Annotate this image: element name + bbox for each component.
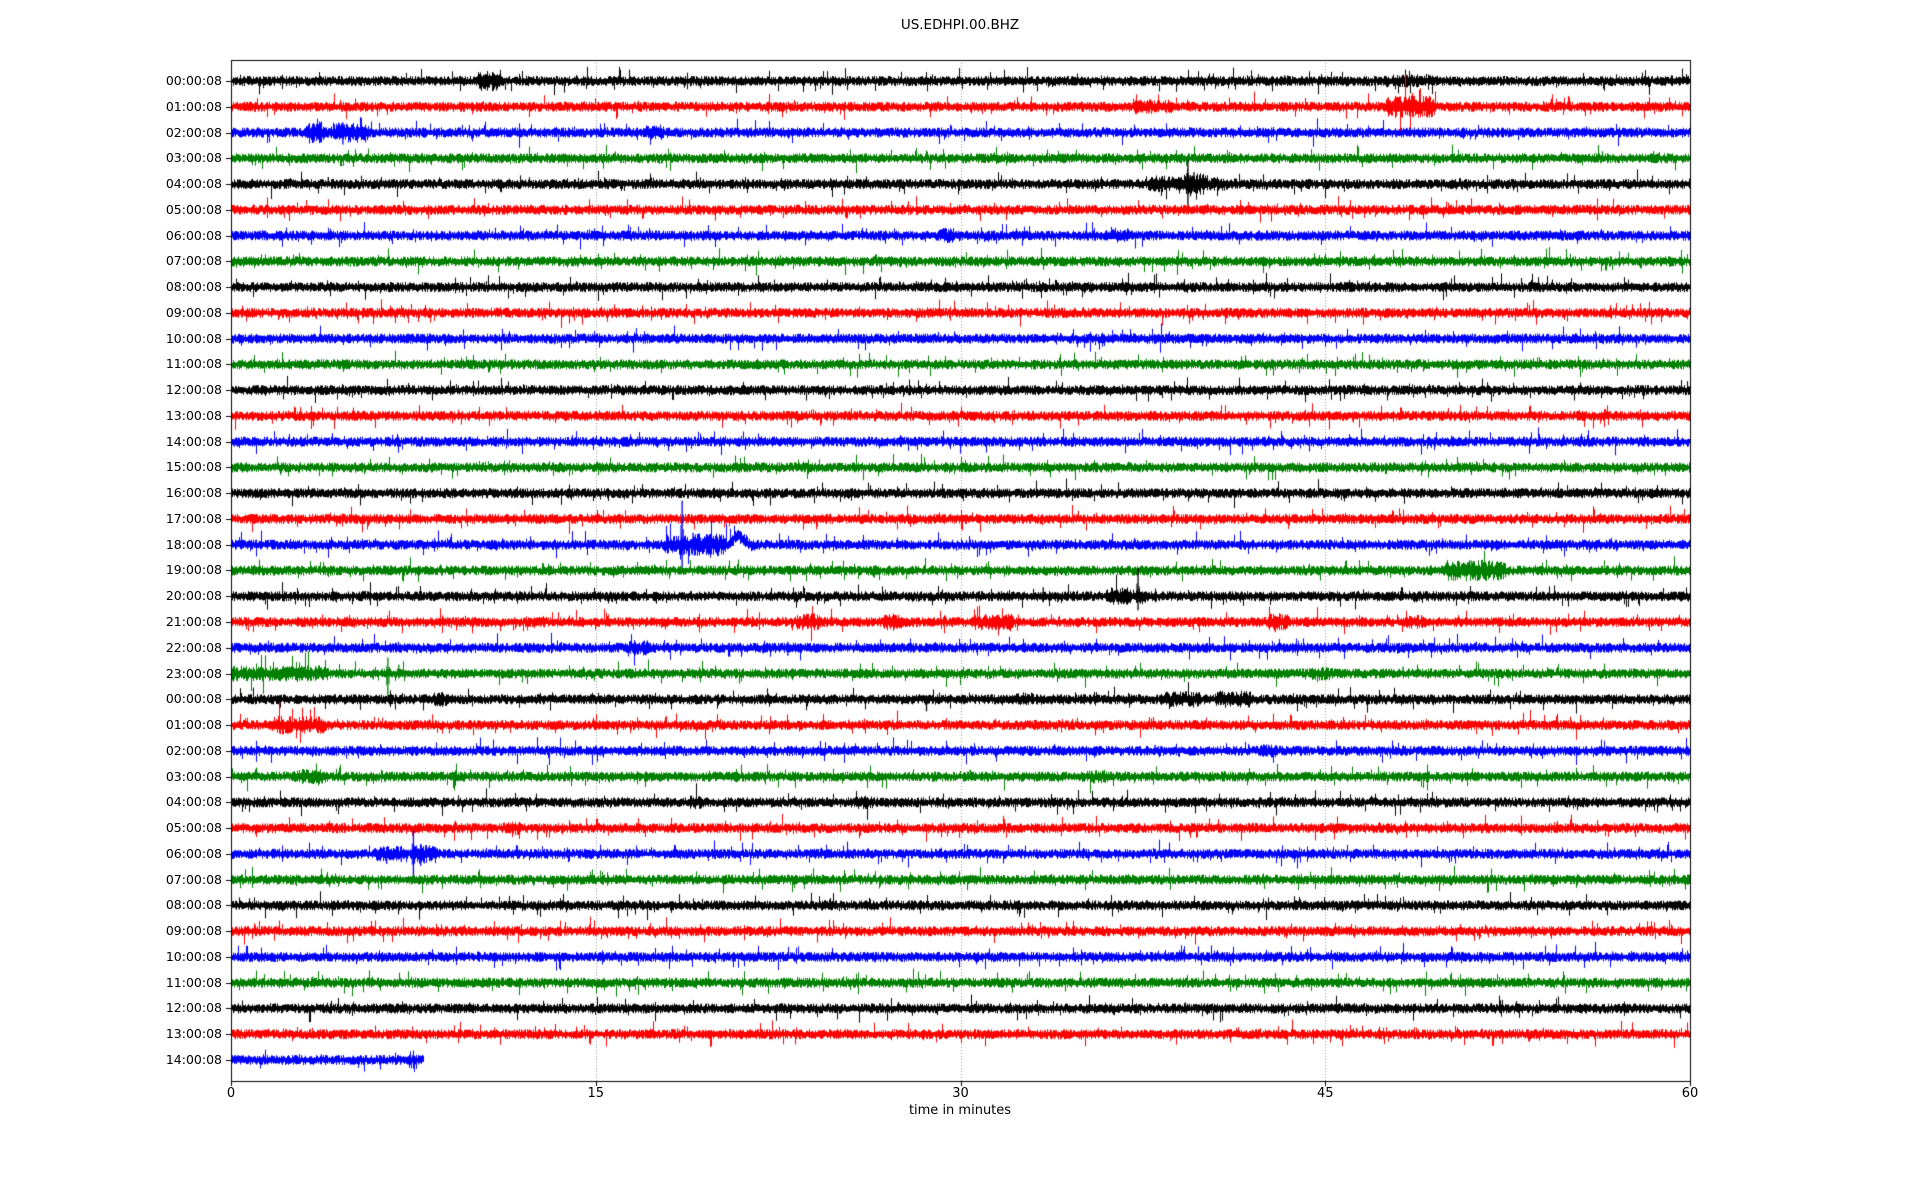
y-axis-label: 09:00:08 <box>165 304 222 320</box>
x-axis-tick-label: 0 <box>226 1086 236 1101</box>
y-axis-label: 13:00:08 <box>165 1026 222 1042</box>
y-axis-label: 10:00:08 <box>165 948 222 964</box>
y-axis-label: 06:00:08 <box>165 227 222 243</box>
y-axis-label: 18:00:08 <box>165 536 222 552</box>
y-axis-label: 20:00:08 <box>165 588 222 604</box>
y-axis-label: 07:00:08 <box>165 253 222 269</box>
y-axis-label: 00:00:08 <box>165 73 222 88</box>
chart-title: US.EDHPI.00.BHZ <box>900 17 1020 33</box>
y-axis-label: 14:00:08 <box>165 433 222 449</box>
y-axis-label: 06:00:08 <box>165 845 222 861</box>
y-axis-label: 08:00:08 <box>165 279 222 295</box>
x-axis-tick-label: 15 <box>587 1086 605 1101</box>
y-axis-label: 21:00:08 <box>165 614 222 630</box>
y-axis-label: 11:00:08 <box>165 356 222 372</box>
y-axis-label: 08:00:08 <box>165 897 222 913</box>
y-axis-label: 16:00:08 <box>165 485 222 501</box>
y-axis-label: 10:00:08 <box>165 330 222 346</box>
y-axis-label: 15:00:08 <box>165 459 222 475</box>
y-axis-label: 07:00:08 <box>165 871 222 887</box>
y-axis-label: 12:00:08 <box>165 1000 222 1016</box>
y-axis-label: 04:00:08 <box>165 794 222 810</box>
y-axis-label: 19:00:08 <box>165 562 222 578</box>
y-axis-label: 23:00:08 <box>165 665 222 681</box>
x-axis-tick-label: 30 <box>952 1086 969 1101</box>
y-axis-label: 03:00:08 <box>165 768 222 784</box>
y-axis-label: 17:00:08 <box>165 510 222 526</box>
y-axis-label: 05:00:08 <box>165 201 222 217</box>
y-axis-label: 12:00:08 <box>165 382 222 398</box>
x-axis-tick-label: 60 <box>1681 1086 1699 1101</box>
y-axis-label: 13:00:08 <box>165 407 222 423</box>
y-axis-label: 01:00:08 <box>165 717 222 733</box>
y-axis-label: 11:00:08 <box>165 974 222 990</box>
y-axis-label: 00:00:08 <box>165 691 222 707</box>
x-axis-tick-label: 45 <box>1316 1086 1334 1101</box>
y-axis-label: 02:00:08 <box>165 742 222 758</box>
y-axis-label: 09:00:08 <box>165 923 222 939</box>
y-axis-label: 14:00:08 <box>165 1051 222 1067</box>
y-axis-label: 04:00:08 <box>165 176 222 192</box>
y-axis-label: 05:00:08 <box>165 820 222 836</box>
y-axis-label: 22:00:08 <box>165 639 222 655</box>
y-axis-label: 02:00:08 <box>165 124 222 140</box>
y-axis-label: 01:00:08 <box>165 98 222 114</box>
y-axis-label: 03:00:08 <box>165 150 222 166</box>
x-axis-label: time in minutes <box>908 1103 1012 1118</box>
